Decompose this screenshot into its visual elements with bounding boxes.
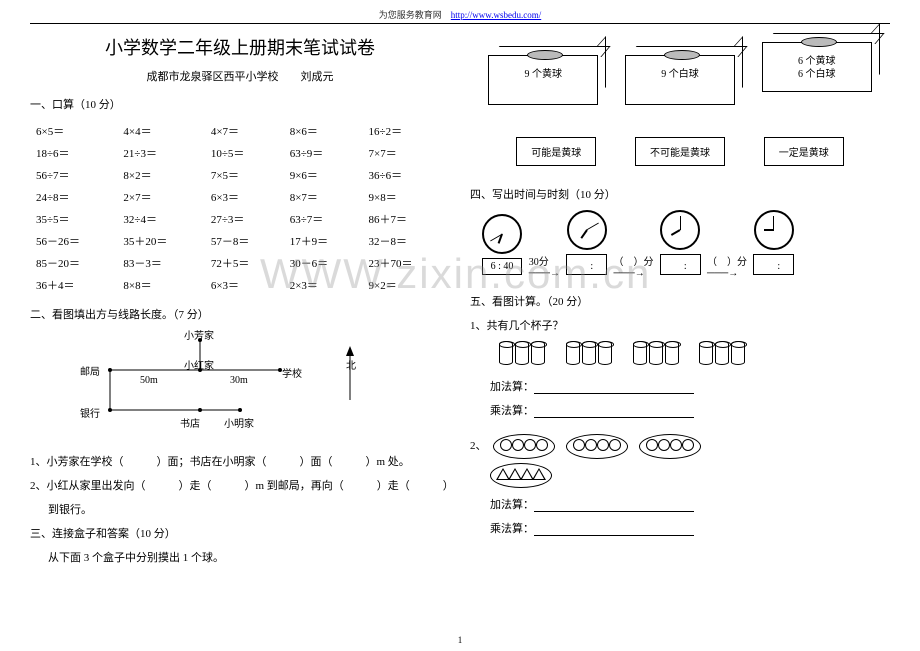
section-2-q1: 1、小芳家在学校（ ）面；书店在小明家（ ）面（ ）m 处。 (30, 453, 450, 469)
label-30m: 30m (230, 375, 248, 386)
box-2: 9 个白球 (625, 55, 735, 105)
mul-label-2: 乘法算： (490, 523, 534, 535)
clock-3 (660, 210, 700, 250)
box-1: 9 个黄球 (488, 55, 598, 105)
oval-group-3 (639, 434, 701, 459)
section-2-q2b: 到银行。 (30, 501, 450, 517)
gap-b2: （ ）分───→ (707, 253, 747, 279)
page-number: 1 (0, 635, 920, 645)
label-north: 北 (346, 357, 356, 372)
section-2-q2a: 2、小红从家里出发向（ ）走（ ）m 到邮局，再向（ ）走（ ） (30, 477, 450, 493)
clock-4 (754, 210, 794, 250)
label-xiaohong: 小红家 (184, 357, 214, 372)
time-1: 6 : 40 (482, 258, 523, 275)
header-link[interactable]: http://www.wsbedu.com/ (451, 10, 541, 20)
add-line-2 (534, 500, 694, 512)
section-2-heading: 二、看图填出方与线路长度。（7 分） (30, 306, 450, 322)
answer-2: 不可能是黄球 (635, 137, 725, 166)
oval-group-2 (566, 434, 628, 459)
header-divider (30, 23, 890, 24)
answer-3: 一定是黄球 (764, 137, 844, 166)
add-line-1 (534, 382, 694, 394)
mul-line-2 (534, 524, 694, 536)
page-title: 小学数学二年级上册期末笔试试卷 (30, 34, 450, 60)
label-xuexiao: 学校 (282, 365, 302, 380)
answer-1: 可能是黄球 (516, 137, 596, 166)
section-4-heading: 四、写出时间与时刻（10 分） (470, 186, 890, 202)
time-2: : (566, 254, 607, 275)
mul-label-1: 乘法算： (490, 405, 534, 417)
add-label-1: 加法算： (490, 381, 534, 393)
time-4: : (753, 254, 794, 275)
clock-1 (482, 214, 522, 254)
oval-group-1 (493, 434, 555, 459)
mul-line-1 (534, 406, 694, 418)
label-50m: 50m (140, 375, 158, 386)
label-xiaofang: 小芳家 (184, 327, 214, 342)
cup-groups (470, 341, 890, 368)
section-5-q1: 1、共有几个杯子？ (470, 317, 890, 333)
gap-30: 30分───→ (529, 253, 560, 279)
section-5-q2: 2、 (470, 441, 487, 453)
section-1-heading: 一、口算（10 分） (30, 96, 450, 112)
section-3-heading: 三、连接盒子和答案（10 分） (30, 525, 450, 541)
add-label-2: 加法算： (490, 499, 534, 511)
label-yinhang: 银行 (80, 405, 100, 420)
clock-2 (567, 210, 607, 250)
time-3: : (660, 254, 701, 275)
label-youju: 邮局 (80, 363, 100, 378)
section-3-sub: 从下面 3 个盒子中分别摸出 1 个球。 (30, 549, 450, 565)
subtitle: 成都市龙泉驿区西平小学校 刘成元 (30, 68, 450, 84)
section-5-heading: 五、看图计算。（20 分） (470, 293, 890, 309)
label-xiaoming: 小明家 (224, 415, 254, 430)
label-shudian: 书店 (180, 415, 200, 430)
box-3: 6 个黄球6 个白球 (762, 42, 872, 92)
header-text: 为您服务教育网 (379, 10, 442, 20)
tri-group (490, 463, 552, 488)
calc-table: 6×5＝4×4＝4×7＝8×6＝16÷2＝ 18÷6＝21÷3＝10÷5＝63÷… (30, 120, 450, 296)
gap-b1: （ ）分───→ (614, 253, 654, 279)
